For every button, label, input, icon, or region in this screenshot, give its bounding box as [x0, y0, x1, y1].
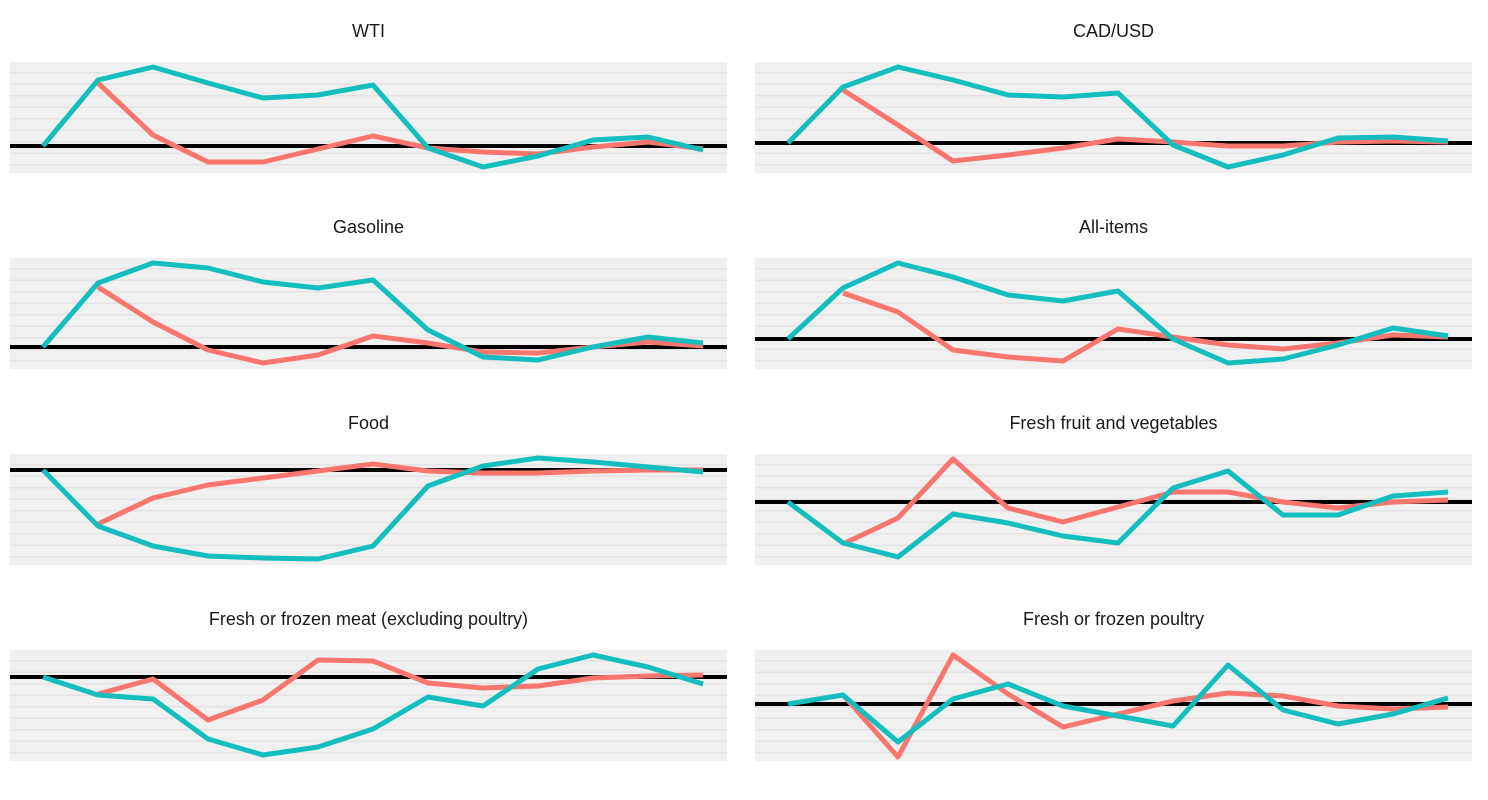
- line-chart-food: [10, 455, 727, 562]
- chart-panel-gasoline: [10, 258, 727, 369]
- facet-wti: WTI: [10, 0, 727, 196]
- chart-panel-fresh-fruit-and-vegetables: [755, 454, 1472, 565]
- facet-title-gasoline: Gasoline: [332, 216, 405, 237]
- facet-title-cad-usd: CAD/USD: [1072, 20, 1154, 41]
- chart-panel-cad-usd: [755, 62, 1472, 173]
- facet-title-fresh-or-frozen-meat: Fresh or frozen meat (excluding poultry): [208, 608, 529, 629]
- facet-cad-usd: CAD/USD: [755, 0, 1472, 196]
- facet-title-food: Food: [347, 412, 390, 433]
- teal-series-line: [786, 64, 1449, 170]
- red-series-line: [842, 290, 1449, 364]
- facet-fresh-or-frozen-meat: Fresh or frozen meat (excluding poultry): [10, 588, 727, 784]
- teal-series-line: [786, 260, 1449, 366]
- facet-title-fresh-or-frozen-poultry: Fresh or frozen poultry: [1022, 608, 1205, 629]
- teal-series-line: [41, 64, 704, 170]
- teal-series-line: [786, 468, 1449, 560]
- teal-series-line: [41, 455, 704, 562]
- red-series-line: [97, 657, 704, 723]
- teal-series-line: [787, 662, 1449, 745]
- facet-gasoline: Gasoline: [10, 196, 727, 392]
- line-chart-wti: [10, 64, 727, 170]
- line-chart-all-items: [755, 260, 1472, 366]
- line-chart-fresh-or-frozen-poultry: [755, 652, 1472, 760]
- line-chart-fresh-or-frozen-meat: [10, 652, 727, 758]
- red-series-line: [841, 87, 1449, 164]
- facet-food: Food: [10, 392, 727, 588]
- red-series-line: [96, 461, 703, 527]
- facet-all-items: All-items: [755, 196, 1472, 392]
- red-series-line: [841, 456, 1449, 547]
- line-chart-cad-usd: [755, 64, 1472, 170]
- facet-title-wti: WTI: [352, 20, 385, 41]
- red-series-line: [96, 284, 704, 366]
- teal-series-line: [42, 652, 704, 758]
- chart-panel-fresh-or-frozen-meat: [10, 650, 727, 761]
- chart-panel-fresh-or-frozen-poultry: [755, 650, 1472, 761]
- chart-panel-all-items: [755, 258, 1472, 369]
- facet-fresh-fruit-and-vegetables: Fresh fruit and vegetables: [755, 392, 1472, 588]
- line-chart-gasoline: [10, 260, 727, 366]
- chart-panel-wti: [10, 62, 727, 173]
- chart-panel-food: [10, 454, 727, 565]
- line-chart-fresh-fruit-and-vegetables: [755, 456, 1472, 560]
- facet-title-fresh-fruit-and-vegetables: Fresh fruit and vegetables: [1009, 412, 1218, 433]
- red-series-line: [96, 81, 704, 165]
- teal-series-line: [41, 260, 704, 363]
- facet-fresh-or-frozen-poultry: Fresh or frozen poultry: [755, 588, 1472, 784]
- red-series-line: [841, 652, 1449, 760]
- facet-title-all-items: All-items: [1078, 216, 1148, 237]
